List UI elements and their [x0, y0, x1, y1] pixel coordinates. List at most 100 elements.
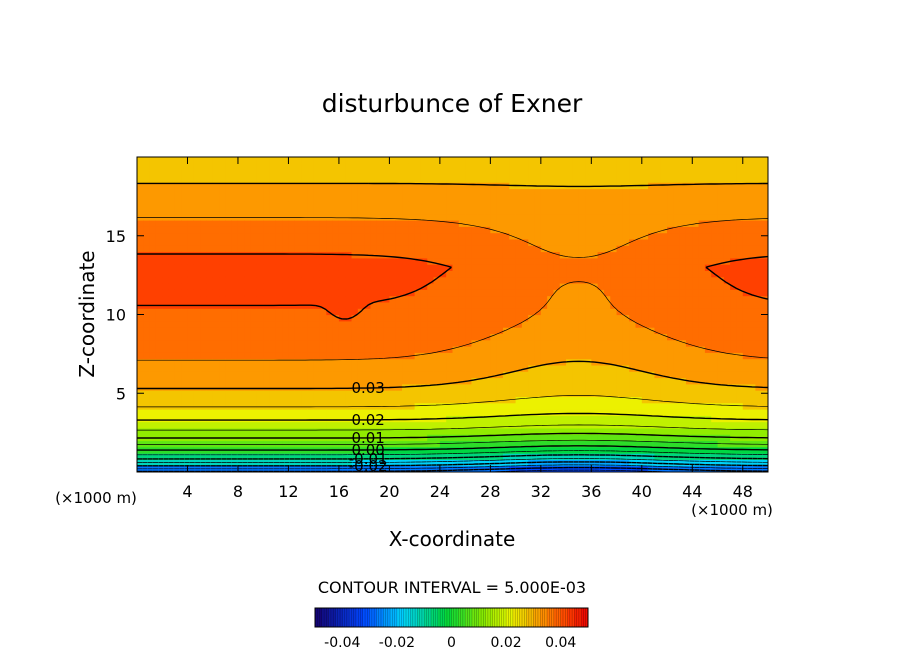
contour-cell	[660, 264, 668, 271]
contour-cell	[585, 257, 592, 265]
contour-cell	[250, 415, 258, 423]
contour-cell	[414, 390, 422, 397]
contour-cell	[168, 346, 176, 353]
contour-cell	[578, 327, 586, 334]
contour-cell	[452, 226, 460, 234]
contour-cell	[275, 213, 283, 221]
contour-cell	[502, 409, 510, 416]
contour-cell	[528, 339, 536, 347]
contour-cell	[685, 220, 693, 227]
contour-cell	[389, 377, 397, 385]
contour-cell	[301, 352, 308, 360]
contour-cell	[250, 358, 258, 366]
contour-cell	[578, 157, 586, 164]
contour-cell	[326, 383, 334, 391]
contour-cell	[566, 175, 573, 183]
contour-cell	[490, 251, 498, 259]
contour-cell	[679, 157, 687, 164]
contour-cell	[395, 226, 403, 234]
contour-cell	[641, 169, 649, 177]
contour-cell	[603, 213, 611, 221]
contour-cell	[660, 276, 668, 284]
contour-cell	[610, 446, 618, 454]
contour-cell	[717, 314, 725, 322]
contour-cell	[509, 276, 517, 284]
contour-cell	[452, 434, 460, 442]
contour-cell	[458, 264, 466, 271]
contour-cell	[212, 169, 220, 177]
contour-cell	[534, 220, 542, 227]
contour-cell	[610, 327, 618, 334]
contour-cell	[294, 232, 302, 240]
contour-cell	[591, 264, 599, 271]
contour-cell	[256, 276, 264, 284]
contour-cell	[641, 390, 649, 397]
contour-cell	[225, 327, 233, 334]
contour-cell	[465, 415, 473, 423]
contour-cell	[301, 220, 308, 227]
contour-cell	[338, 276, 346, 284]
contour-cell	[269, 421, 277, 429]
contour-cell	[591, 377, 599, 385]
contour-cell	[181, 201, 189, 208]
contour-cell	[490, 289, 498, 297]
contour-cell	[250, 333, 258, 341]
contour-cell	[490, 409, 498, 416]
contour-cell	[383, 264, 390, 271]
contour-cell	[294, 402, 302, 410]
contour-cell	[742, 377, 750, 385]
contour-cell	[313, 352, 321, 360]
contour-cell	[698, 314, 706, 322]
contour-cell	[749, 308, 756, 316]
contour-cell	[319, 257, 327, 265]
contour-cell	[547, 270, 555, 278]
contour-cell	[225, 415, 233, 423]
contour-cell	[376, 327, 384, 334]
contour-cell	[219, 427, 226, 435]
contour-cell	[446, 245, 454, 253]
contour-cell	[231, 320, 239, 328]
contour-cell	[559, 257, 567, 265]
contour-cell	[364, 339, 372, 347]
contour-cell	[635, 390, 643, 397]
contour-cell	[465, 238, 473, 246]
contour-cell	[187, 188, 195, 196]
contour-cell	[250, 264, 258, 271]
contour-cell	[370, 257, 378, 265]
contour-cell	[578, 459, 586, 467]
contour-cell	[364, 245, 372, 253]
contour-cell	[585, 364, 592, 372]
contour-cell	[597, 327, 605, 334]
contour-cell	[540, 175, 548, 183]
contour-cell	[755, 163, 763, 171]
contour-cell	[263, 453, 271, 460]
contour-cell	[496, 301, 504, 309]
contour-cell	[439, 409, 447, 416]
contour-cell	[338, 213, 346, 221]
contour-cell	[585, 283, 592, 290]
contour-cell	[660, 383, 668, 391]
contour-cell	[370, 163, 378, 171]
contour-cell	[395, 352, 403, 360]
contour-cell	[692, 453, 700, 460]
contour-cell	[275, 257, 283, 265]
contour-cell	[736, 257, 744, 265]
contour-cell	[414, 339, 422, 347]
contour-cell	[427, 377, 435, 385]
contour-cell	[244, 188, 252, 196]
contour-cell	[755, 175, 763, 183]
contour-cell	[698, 346, 706, 353]
contour-cell	[433, 270, 441, 278]
contour-cell	[200, 364, 208, 372]
contour-cell	[534, 175, 542, 183]
contour-cell	[193, 390, 201, 397]
contour-cell	[603, 390, 611, 397]
contour-cell	[648, 446, 656, 454]
contour-cell	[559, 201, 567, 208]
contour-cell	[509, 446, 517, 454]
contour-cell	[685, 232, 693, 240]
contour-cell	[338, 220, 346, 227]
contour-cell	[704, 295, 712, 303]
contour-cell	[351, 207, 359, 215]
contour-cell	[225, 352, 233, 360]
